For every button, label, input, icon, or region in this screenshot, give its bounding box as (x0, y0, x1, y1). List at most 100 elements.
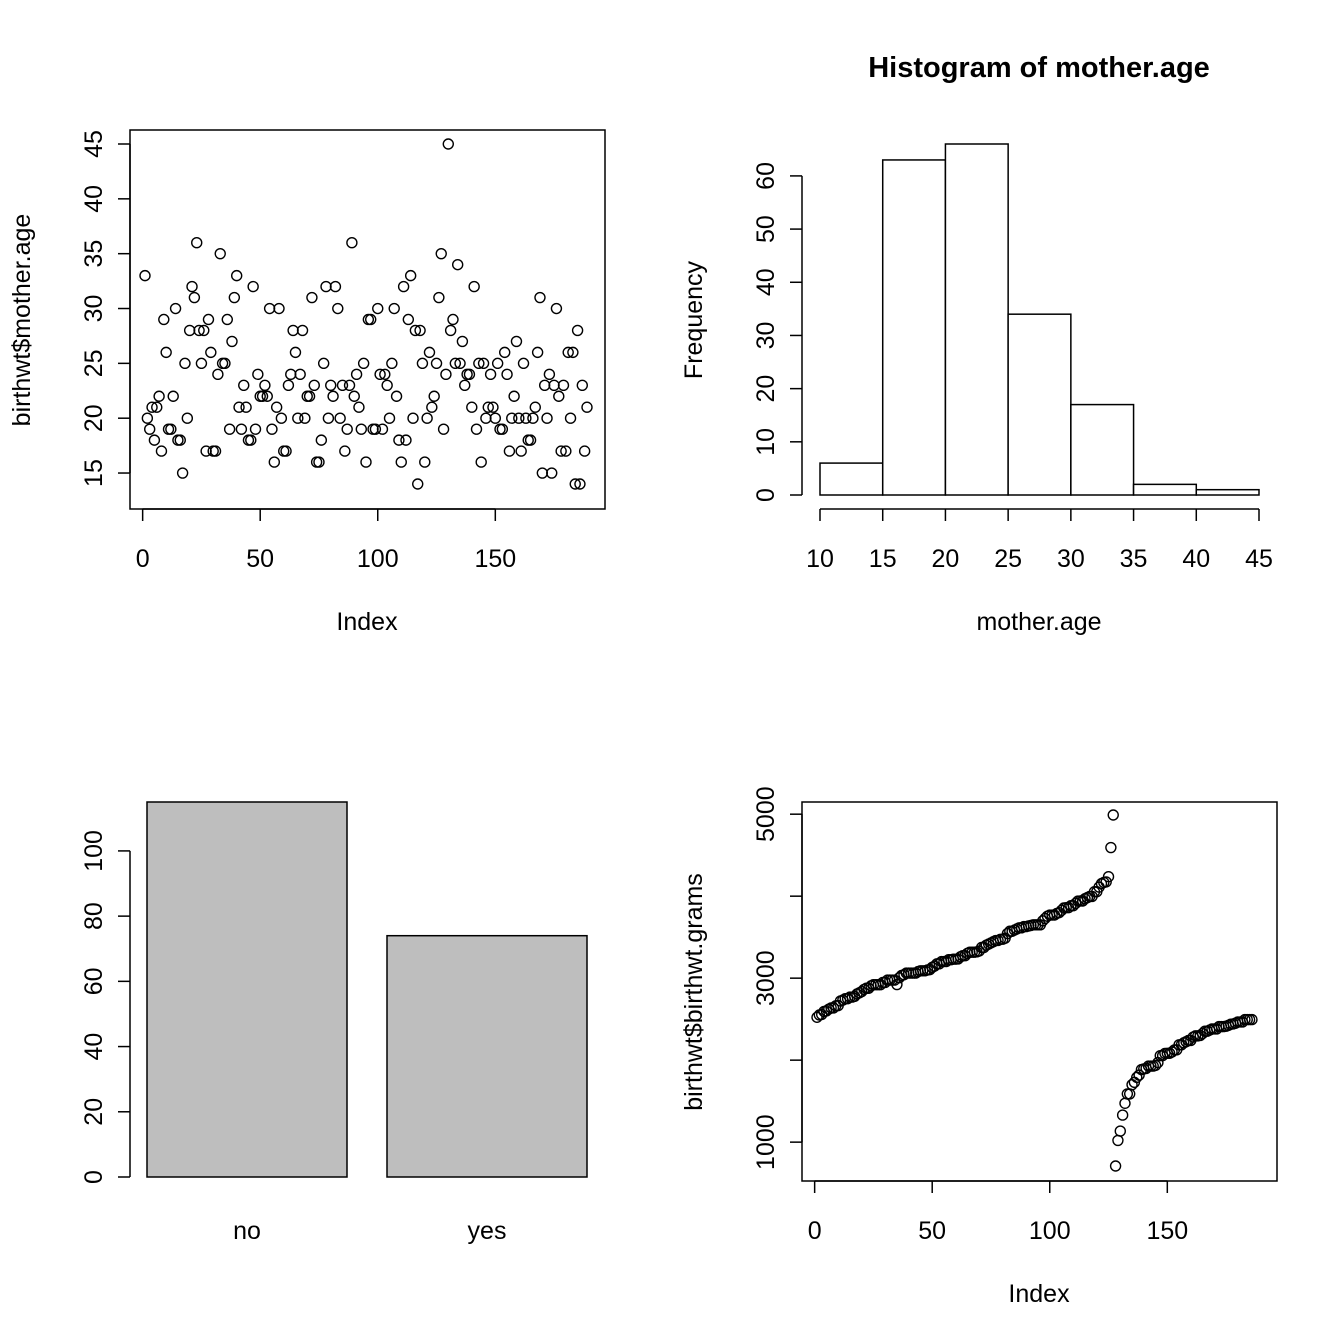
data-point (499, 346, 511, 359)
data-point (468, 280, 480, 293)
data-point (546, 467, 558, 479)
data-point (1246, 1013, 1258, 1026)
x-tick-label: 35 (1120, 545, 1148, 573)
data-point (454, 357, 466, 370)
data-point (367, 423, 379, 435)
data-point (435, 247, 447, 260)
data-point (139, 269, 151, 282)
data-point (451, 258, 464, 271)
data-point (372, 302, 384, 315)
data-point (1149, 1059, 1162, 1072)
data-point (266, 423, 278, 435)
x-tick-label: 0 (136, 545, 150, 573)
data-point (407, 412, 419, 424)
data-point (270, 401, 283, 413)
data-point (280, 445, 292, 457)
data-point (1114, 1125, 1126, 1137)
data-point (202, 313, 215, 326)
data-point (165, 423, 177, 435)
data-point (167, 390, 179, 402)
data-point (491, 357, 504, 370)
x-tick-label: 25 (994, 545, 1022, 573)
x-tick-label: 20 (932, 545, 960, 573)
data-point (388, 302, 400, 315)
data-point (423, 346, 436, 359)
data-point (536, 467, 549, 479)
x-axis-label: Index (336, 608, 398, 636)
data-point (195, 357, 208, 370)
data-point (383, 412, 396, 424)
data-point (414, 324, 426, 337)
data-point (569, 478, 581, 490)
data-point (416, 357, 429, 370)
data-point (475, 456, 487, 468)
data-point (1123, 1088, 1136, 1100)
data-point (531, 346, 544, 359)
data-point (322, 412, 335, 424)
data-point (496, 423, 509, 435)
y-tick-label: 20 (80, 404, 108, 432)
data-point (369, 423, 382, 435)
chart-title: Histogram of mother.age (868, 52, 1210, 84)
y-axis: 15 20 25 30 35 40 45 (80, 130, 131, 487)
data-point (473, 357, 485, 370)
data-point (268, 456, 281, 468)
category-label: yes (468, 1217, 507, 1245)
data-points (139, 138, 593, 490)
histogram-mother-age-panel: Histogram of mother.age 10 15 20 25 30 35 40 45… (680, 52, 1273, 636)
data-point (529, 401, 541, 413)
y-axis: 1000 3000 5000 (752, 786, 803, 1170)
data-point (560, 445, 572, 457)
data-point (183, 324, 196, 337)
data-point (484, 368, 497, 381)
data-point (301, 390, 313, 402)
data-point (209, 445, 222, 457)
x-tick-label: 40 (1182, 545, 1210, 573)
data-point (169, 302, 182, 315)
data-point (303, 390, 316, 402)
y-tick-label: 60 (80, 967, 108, 995)
x-tick-label: 30 (1057, 545, 1085, 573)
data-point (447, 313, 459, 326)
data-point (442, 138, 454, 150)
data-point (144, 423, 156, 435)
data-point (238, 379, 250, 391)
data-point (315, 434, 328, 446)
data-point (524, 434, 537, 446)
data-point (1100, 876, 1112, 888)
x-axis-label: mother.age (976, 608, 1101, 636)
data-point (421, 412, 433, 424)
data-point (581, 401, 593, 413)
x-axis: 10 15 20 25 30 35 40 45 (806, 508, 1273, 573)
data-point (567, 346, 579, 359)
data-point (247, 280, 259, 293)
y-tick-label: 100 (80, 830, 108, 872)
data-point (158, 313, 170, 326)
data-point (325, 379, 337, 391)
data-point (470, 423, 483, 435)
data-point (510, 335, 523, 348)
data-point (207, 445, 219, 457)
x-tick-label: 0 (808, 1217, 822, 1245)
bar-no (146, 801, 348, 1178)
data-point (282, 379, 295, 391)
x-tick-label: 50 (246, 545, 274, 573)
y-tick-label: 80 (80, 902, 108, 930)
data-point (219, 357, 231, 370)
data-point (240, 401, 252, 413)
data-point (1105, 841, 1117, 854)
data-point (444, 324, 457, 337)
data-point (1107, 809, 1119, 821)
y-tick-label: 3000 (752, 950, 780, 1006)
data-point (1119, 1097, 1131, 1109)
data-point (365, 313, 377, 326)
data-point (374, 368, 386, 381)
x-tick-label: 100 (1029, 1217, 1071, 1245)
x-axis-label: Index (1008, 1280, 1070, 1308)
data-point (146, 401, 158, 413)
y-tick-label: 40 (752, 268, 780, 296)
data-point (379, 368, 391, 381)
bars (146, 801, 588, 1178)
data-point (216, 357, 229, 370)
